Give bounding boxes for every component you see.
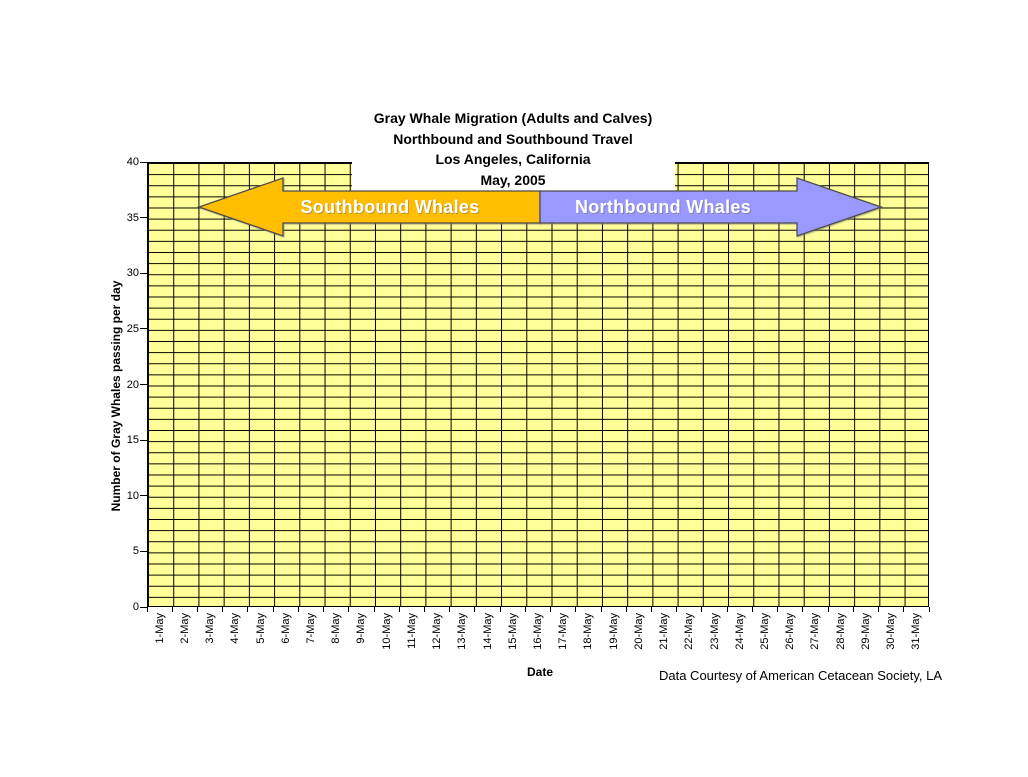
x-tick-mark bbox=[373, 607, 375, 612]
x-axis-title: Date bbox=[526, 665, 553, 679]
y-tick-label: 0 bbox=[132, 601, 139, 613]
y-tick-mark bbox=[140, 272, 147, 274]
chart-title-line-2: Northbound and Southbound Travel bbox=[393, 130, 633, 147]
y-tick-mark bbox=[140, 161, 147, 163]
x-tick-label: 19-May bbox=[607, 613, 620, 650]
y-tick-label: 15 bbox=[126, 434, 139, 447]
x-tick-label: 4-May bbox=[229, 613, 242, 644]
southbound-arrow-label: Southbound Whales bbox=[300, 197, 480, 217]
x-tick-mark bbox=[802, 607, 804, 612]
x-tick-label: 15-May bbox=[506, 613, 519, 650]
chart-title-line-4: May, 2005 bbox=[480, 171, 546, 188]
southbound-arrow bbox=[197, 177, 541, 237]
x-tick-mark bbox=[222, 607, 224, 612]
x-tick-label: 21-May bbox=[658, 613, 671, 650]
y-tick-label: 5 bbox=[132, 545, 139, 558]
x-tick-mark bbox=[550, 607, 552, 612]
x-tick-mark bbox=[348, 607, 350, 612]
title-backdrop bbox=[352, 147, 675, 192]
y-tick-mark bbox=[140, 495, 147, 497]
x-tick-label: 1-May bbox=[153, 613, 166, 644]
x-tick-mark bbox=[903, 607, 905, 612]
x-tick-label: 2-May bbox=[178, 613, 191, 644]
plot-area bbox=[147, 162, 929, 607]
x-tick-label: 30-May bbox=[885, 613, 898, 650]
x-tick-label: 20-May bbox=[632, 613, 645, 650]
x-tick-label: 5-May bbox=[254, 613, 267, 644]
y-tick-label: 35 bbox=[126, 211, 139, 224]
x-tick-label: 14-May bbox=[481, 613, 494, 650]
x-tick-label: 6-May bbox=[279, 613, 292, 644]
x-tick-label: 3-May bbox=[204, 613, 217, 644]
x-tick-mark bbox=[449, 607, 451, 612]
y-tick-label: 30 bbox=[126, 267, 139, 280]
y-tick-mark bbox=[140, 606, 147, 608]
x-tick-mark bbox=[171, 607, 173, 612]
x-tick-label: 24-May bbox=[733, 613, 746, 650]
chart-title: Gray Whale Migration (Adults and Calves)… bbox=[293, 108, 733, 190]
chart-title-line-1: Gray Whale Migration (Adults and Calves) bbox=[373, 110, 653, 126]
x-tick-mark bbox=[474, 607, 476, 612]
x-tick-mark bbox=[600, 607, 602, 612]
x-tick-mark bbox=[146, 607, 148, 612]
y-tick-label: 10 bbox=[126, 489, 139, 502]
y-axis-title: Number of Gray Whales passing per day bbox=[109, 280, 123, 512]
x-tick-mark bbox=[726, 607, 728, 612]
northbound-arrow bbox=[539, 177, 883, 237]
x-tick-label: 27-May bbox=[809, 613, 822, 650]
data-courtesy-footnote: Data Courtesy of American Cetacean Socie… bbox=[658, 668, 942, 683]
x-tick-mark bbox=[247, 607, 249, 612]
y-tick-label: 40 bbox=[126, 156, 139, 168]
x-tick-mark bbox=[524, 607, 526, 612]
y-tick-label: 25 bbox=[126, 322, 139, 335]
x-tick-label: 25-May bbox=[759, 613, 772, 650]
x-tick-mark bbox=[878, 607, 880, 612]
x-tick-label: 28-May bbox=[834, 613, 847, 650]
x-tick-label: 18-May bbox=[582, 613, 595, 650]
x-tick-mark bbox=[928, 607, 930, 612]
y-tick-mark bbox=[140, 439, 147, 441]
y-tick-mark bbox=[140, 550, 147, 552]
y-tick-mark bbox=[140, 328, 147, 330]
x-tick-label: 13-May bbox=[456, 613, 469, 650]
y-tick-mark bbox=[140, 384, 147, 385]
x-tick-mark bbox=[499, 607, 501, 612]
x-tick-mark bbox=[651, 607, 653, 612]
x-tick-mark bbox=[323, 607, 325, 612]
x-tick-mark bbox=[196, 607, 198, 612]
x-tick-mark bbox=[751, 607, 753, 612]
x-tick-label: 7-May bbox=[304, 613, 317, 644]
x-tick-label: 29-May bbox=[859, 613, 872, 650]
x-tick-label: 26-May bbox=[784, 613, 797, 650]
x-tick-mark bbox=[827, 607, 829, 612]
x-tick-label: 22-May bbox=[683, 613, 696, 650]
x-tick-label: 8-May bbox=[330, 613, 343, 644]
x-tick-label: 23-May bbox=[708, 613, 721, 650]
x-tick-label: 12-May bbox=[431, 613, 444, 650]
y-tick-label: 20 bbox=[126, 378, 139, 391]
x-tick-label: 16-May bbox=[532, 613, 544, 650]
x-tick-mark bbox=[852, 607, 854, 612]
x-tick-mark bbox=[701, 607, 703, 612]
x-tick-label: 10-May bbox=[380, 613, 393, 650]
x-tick-label: 9-May bbox=[355, 613, 368, 644]
x-tick-mark bbox=[676, 607, 678, 612]
x-tick-mark bbox=[272, 607, 274, 612]
x-tick-label: 31-May bbox=[910, 613, 923, 650]
northbound-arrow-label: Northbound Whales bbox=[574, 197, 752, 217]
x-tick-mark bbox=[777, 607, 779, 612]
x-tick-mark bbox=[575, 607, 577, 612]
x-tick-label: 17-May bbox=[557, 613, 570, 650]
chart-title-line-3: Los Angeles, California bbox=[435, 151, 591, 167]
x-tick-mark bbox=[297, 607, 299, 612]
y-tick-mark bbox=[140, 217, 147, 219]
x-tick-mark bbox=[625, 607, 627, 612]
x-tick-mark bbox=[398, 607, 400, 612]
x-tick-mark bbox=[423, 607, 425, 612]
x-tick-label: 11-May bbox=[405, 613, 418, 649]
